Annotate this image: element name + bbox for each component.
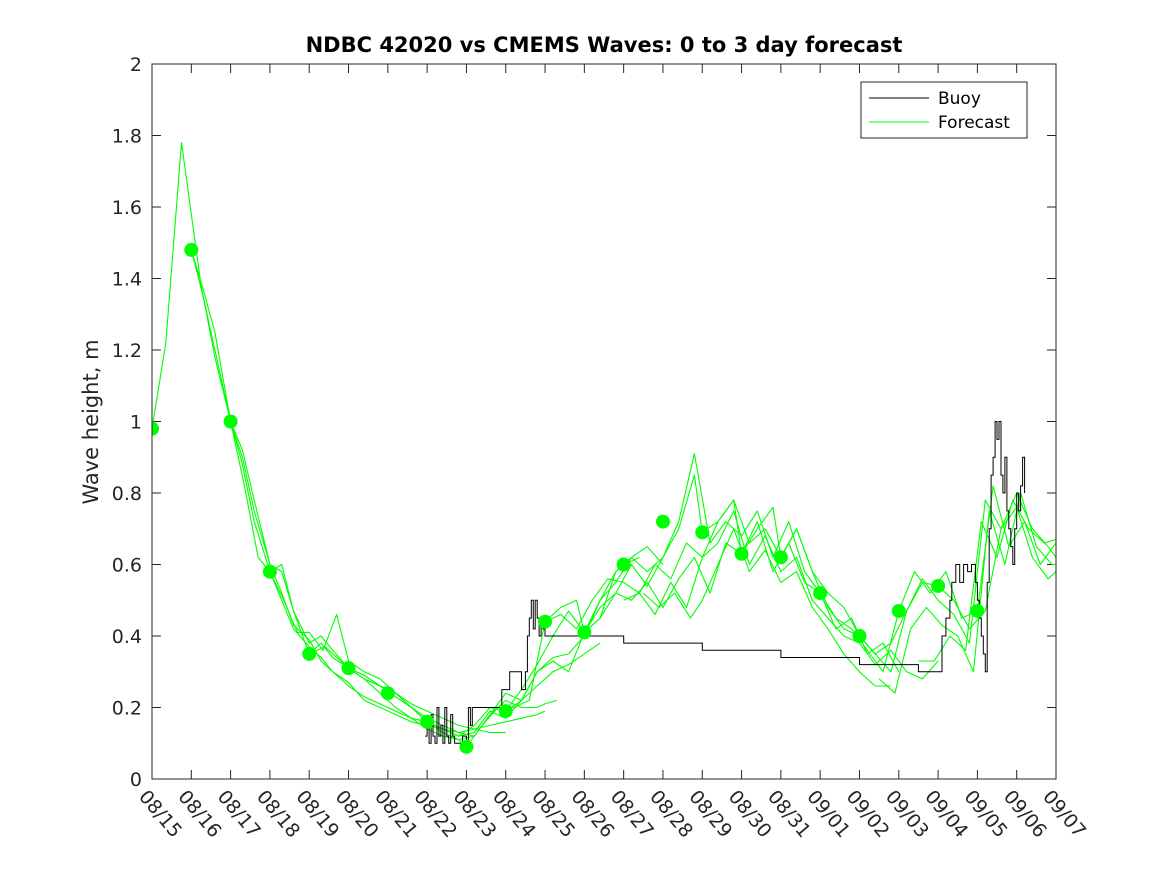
forecast-line xyxy=(190,249,428,723)
y-tick-label: 0.2 xyxy=(112,698,142,720)
y-tick-label: 1.6 xyxy=(112,197,142,219)
buoy-line xyxy=(425,421,1026,744)
forecast-marker xyxy=(813,586,828,601)
forecast-marker xyxy=(262,564,277,579)
forecast-marker xyxy=(852,629,867,643)
forecast-marker xyxy=(616,557,631,572)
forecast-marker xyxy=(341,661,356,676)
legend-forecast-label: Forecast xyxy=(938,113,1010,133)
legend: Buoy Forecast xyxy=(860,81,1028,139)
forecast-marker xyxy=(459,739,474,754)
y-tick-label: 0.4 xyxy=(112,626,142,648)
forecast-marker xyxy=(538,614,553,629)
y-tick-label: 2 xyxy=(130,54,142,76)
forecast-marker xyxy=(302,646,317,661)
y-tick-label: 1.4 xyxy=(112,269,142,291)
data-series-group xyxy=(152,142,1056,754)
y-tick-label: 0 xyxy=(130,769,142,791)
forecast-marker xyxy=(152,421,159,436)
legend-buoy-label: Buoy xyxy=(938,89,981,109)
forecast-marker xyxy=(498,704,513,719)
forecast-line xyxy=(623,510,939,680)
forecast-line xyxy=(230,421,557,741)
forecast-line xyxy=(859,499,1056,655)
forecast-marker xyxy=(695,525,710,540)
y-tick-label: 1 xyxy=(130,412,142,434)
forecast-marker xyxy=(734,546,749,561)
forecast-marker xyxy=(655,514,670,529)
forecast-line xyxy=(878,492,1056,694)
forecast-marker xyxy=(420,714,435,729)
legend-box xyxy=(860,81,1028,139)
y-tick-label: 0.6 xyxy=(112,555,142,577)
forecast-marker xyxy=(184,242,199,257)
chart-title: NDBC 42020 vs CMEMS Waves: 0 to 3 day fo… xyxy=(306,33,903,57)
forecast-marker xyxy=(223,414,238,429)
y-tick-label: 1.2 xyxy=(112,340,142,362)
y-axis-label: Wave height, m xyxy=(79,339,103,504)
forecast-marker xyxy=(773,550,788,565)
forecast-marker xyxy=(577,625,592,640)
y-tick-label: 1.8 xyxy=(112,126,142,148)
axes-box xyxy=(151,63,1057,780)
forecast-line xyxy=(642,528,891,687)
forecast-marker xyxy=(891,603,906,618)
forecast-line xyxy=(348,546,664,737)
forecast-marker xyxy=(931,578,946,593)
y-tick-label: 0.8 xyxy=(112,483,142,505)
forecast-marker xyxy=(380,686,395,701)
forecast-marker xyxy=(970,603,985,618)
